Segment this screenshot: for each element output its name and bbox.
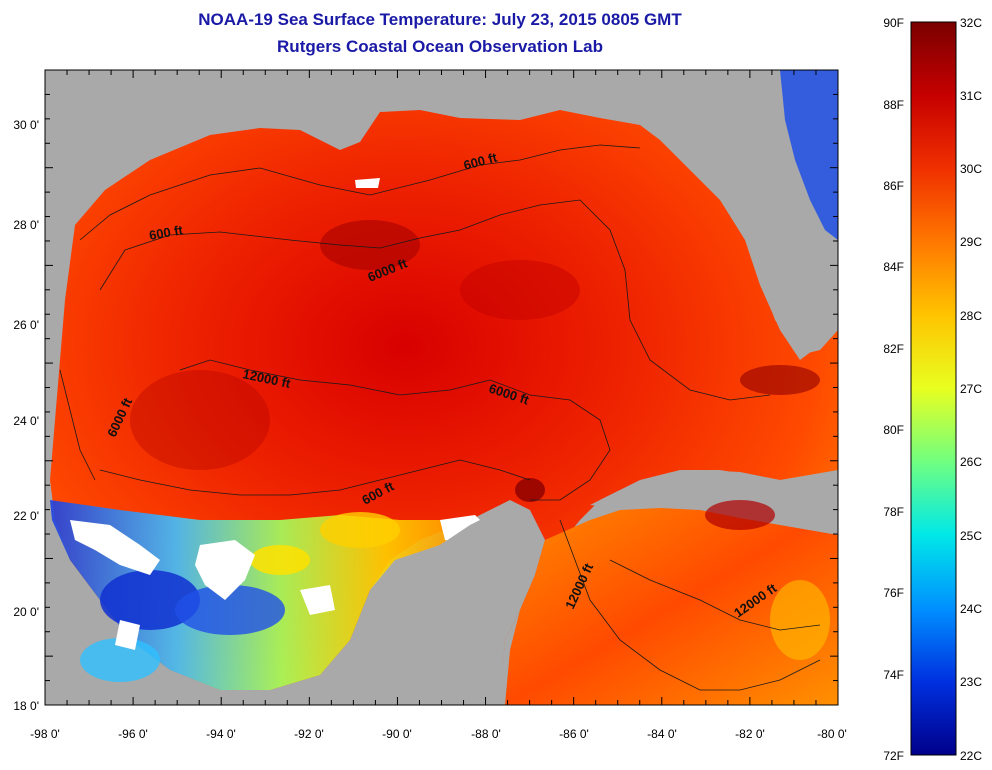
- bathymetry-contours: [59, 144, 821, 691]
- f-label: 74F: [883, 668, 904, 682]
- warm-patch: [250, 545, 310, 575]
- cloud-patch: [355, 178, 380, 188]
- hot-core: [460, 260, 580, 320]
- c-label: 23C: [960, 675, 982, 689]
- warm-patch: [320, 512, 400, 548]
- hot-core: [740, 365, 820, 395]
- lon-tick-label: -92 0': [294, 727, 324, 741]
- cuba-land: [590, 470, 838, 530]
- lon-tick-label: -96 0': [118, 727, 148, 741]
- c-label: 31C: [960, 89, 982, 103]
- atlantic-water: [780, 70, 838, 240]
- hot-core: [515, 478, 545, 502]
- lon-tick-label: -80 0': [817, 727, 847, 741]
- c-label: 29C: [960, 235, 982, 249]
- c-label: 25C: [960, 529, 982, 543]
- lon-tick-label: -86 0': [559, 727, 589, 741]
- c-label: 24C: [960, 602, 982, 616]
- lon-tick-label: -94 0': [206, 727, 236, 741]
- c-label: 26C: [960, 455, 982, 469]
- lat-tick-label: 24 0': [13, 414, 39, 428]
- hot-core: [320, 220, 420, 270]
- map-title: NOAA-19 Sea Surface Temperature: July 23…: [198, 10, 682, 29]
- f-label: 86F: [883, 179, 904, 193]
- cloud-patch: [70, 520, 160, 575]
- lat-tick-label: 20 0': [13, 605, 39, 619]
- lon-tick-label: -82 0': [735, 727, 765, 741]
- yucatan-land: [330, 505, 545, 705]
- latitude-axis: 30 0' 28 0' 26 0' 24 0' 22 0' 20 0' 18 0…: [13, 118, 39, 713]
- f-label: 82F: [883, 342, 904, 356]
- f-label: 90F: [883, 16, 904, 30]
- c-label: 27C: [960, 382, 982, 396]
- lat-tick-label: 18 0': [13, 699, 39, 713]
- hot-core: [130, 370, 270, 470]
- f-label: 80F: [883, 423, 904, 437]
- f-label: 72F: [883, 749, 904, 763]
- f-label: 76F: [883, 586, 904, 600]
- lon-tick-label: -90 0': [382, 727, 412, 741]
- cloud-patch: [195, 540, 255, 600]
- c-label: 32C: [960, 16, 982, 30]
- c-label: 28C: [960, 309, 982, 323]
- f-label: 84F: [883, 260, 904, 274]
- colorbar-gradient: [910, 21, 957, 756]
- map-ticks: [44, 69, 839, 706]
- f-label: 88F: [883, 98, 904, 112]
- lat-tick-label: 22 0': [13, 509, 39, 523]
- colorbar-fahrenheit-labels: 90F 88F 86F 84F 82F 80F 78F 76F 74F 72F: [883, 16, 904, 763]
- cold-patch: [175, 585, 285, 635]
- cold-patch: [100, 570, 200, 630]
- lat-tick-label: 28 0': [13, 218, 39, 232]
- map-subtitle: Rutgers Coastal Ocean Observation Lab: [277, 37, 603, 56]
- cool-patch: [80, 638, 160, 682]
- hot-core: [705, 500, 775, 530]
- lat-tick-label: 30 0': [13, 118, 39, 132]
- c-label: 22C: [960, 749, 982, 763]
- cloud-patch: [300, 585, 335, 615]
- caribbean-water: [505, 508, 838, 705]
- c-label: 30C: [960, 162, 982, 176]
- f-label: 78F: [883, 505, 904, 519]
- cloud-patch: [115, 620, 140, 650]
- lon-tick-label: -84 0': [647, 727, 677, 741]
- lon-tick-label: -98 0': [30, 727, 60, 741]
- florida-land: [640, 120, 838, 355]
- contour-label: 600 ft: [148, 222, 185, 243]
- warm-patch: [770, 580, 830, 660]
- colorbar-celsius-labels: 32C 31C 30C 29C 28C 27C 26C 25C 24C 23C …: [960, 16, 982, 763]
- lat-tick-label: 26 0': [13, 318, 39, 332]
- lon-tick-label: -88 0': [471, 727, 501, 741]
- longitude-axis: -98 0' -96 0' -94 0' -92 0' -90 0' -88 0…: [30, 727, 847, 741]
